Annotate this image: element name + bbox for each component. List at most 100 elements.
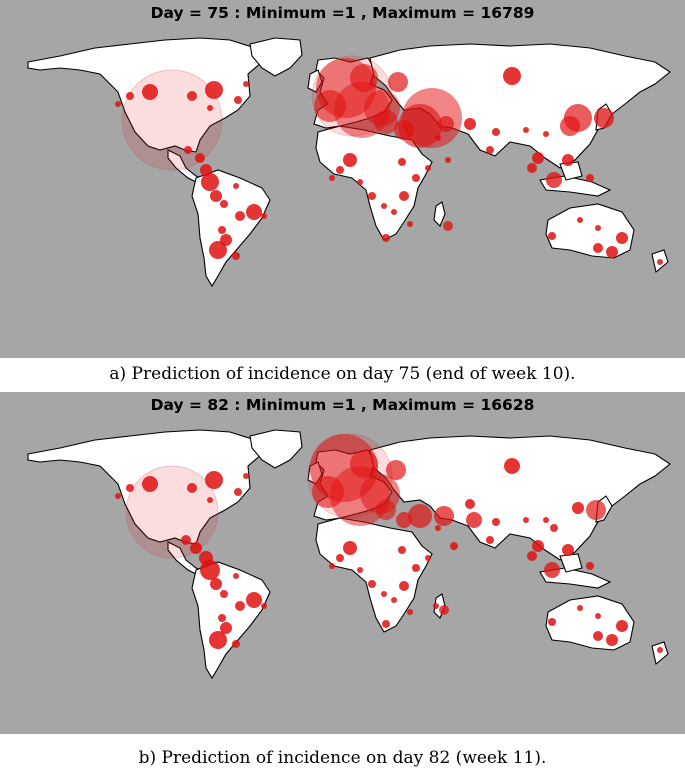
incidence-bubble — [546, 172, 562, 188]
incidence-bubble — [407, 609, 413, 615]
incidence-bubble — [562, 544, 574, 556]
incidence-bubble — [606, 246, 618, 258]
incidence-bubble — [336, 554, 344, 562]
incidence-bubble — [492, 128, 500, 136]
incidence-bubble — [586, 500, 606, 520]
incidence-bubble — [445, 157, 451, 163]
incidence-bubble — [382, 234, 390, 242]
landmass-asia — [369, 435, 671, 561]
incidence-bubble — [125, 465, 219, 559]
incidence-bubble — [210, 190, 222, 202]
incidence-bubble — [593, 631, 603, 641]
incidence-bubble — [232, 640, 240, 648]
incidence-bubble — [616, 232, 628, 244]
incidence-bubble — [399, 191, 409, 201]
incidence-bubble — [181, 535, 191, 545]
incidence-bubble — [115, 101, 121, 107]
incidence-bubble — [201, 173, 219, 191]
incidence-bubble — [220, 590, 228, 598]
incidence-bubble — [543, 517, 549, 523]
incidence-bubble — [126, 92, 134, 100]
incidence-bubble — [329, 175, 335, 181]
incidence-bubble — [218, 614, 226, 622]
caption-day-82: b) Prediction of incidence on day 82 (we… — [138, 748, 547, 768]
incidence-bubble — [586, 562, 594, 570]
incidence-bubble — [142, 84, 158, 100]
incidence-bubble — [595, 613, 601, 619]
incidence-bubble — [527, 163, 537, 173]
incidence-bubble — [381, 203, 387, 209]
incidence-bubble — [434, 506, 454, 526]
incidence-bubble — [218, 226, 226, 234]
incidence-bubble — [209, 631, 227, 649]
incidence-bubble — [532, 540, 544, 552]
incidence-bubble — [232, 252, 240, 260]
map-panel-day-82: Day = 82 : Minimum =1 , Maximum = 16628 — [0, 392, 685, 734]
incidence-bubble — [572, 502, 584, 514]
incidence-bubble — [343, 541, 357, 555]
incidence-bubble — [407, 221, 413, 227]
incidence-bubble — [523, 127, 529, 133]
map-panel-day-75: Day = 75 : Minimum =1 , Maximum = 16789 — [0, 0, 685, 358]
incidence-bubble — [207, 105, 213, 111]
incidence-bubble — [350, 450, 378, 478]
incidence-bubble — [220, 622, 232, 634]
incidence-bubble — [200, 560, 220, 580]
landmass-south-america — [191, 561, 271, 680]
landmass-australia — [545, 203, 635, 259]
incidence-bubble — [595, 225, 601, 231]
incidence-bubble — [425, 555, 431, 561]
landmass-greenland — [249, 429, 303, 469]
incidence-bubble — [486, 536, 494, 544]
incidence-bubble — [386, 460, 406, 480]
incidence-bubble — [438, 116, 454, 132]
incidence-bubble — [398, 546, 406, 554]
incidence-bubble — [207, 497, 213, 503]
incidence-bubble — [382, 620, 390, 628]
incidence-bubble — [543, 131, 549, 137]
incidence-bubble — [190, 542, 202, 554]
incidence-bubble — [350, 64, 378, 92]
incidence-bubble — [527, 551, 537, 561]
incidence-bubble — [544, 562, 560, 578]
incidence-bubble — [492, 518, 500, 526]
incidence-bubble — [329, 563, 335, 569]
incidence-bubble — [586, 174, 594, 182]
incidence-bubble — [394, 120, 414, 140]
incidence-bubble — [391, 597, 397, 603]
incidence-bubble — [261, 213, 267, 219]
incidence-bubble — [233, 183, 239, 189]
incidence-bubble — [246, 592, 262, 608]
incidence-bubble — [593, 243, 603, 253]
incidence-bubble — [343, 153, 357, 167]
caption-day-75: a) Prediction of incidence on day 75 (en… — [109, 364, 576, 384]
incidence-bubble — [606, 634, 618, 646]
incidence-bubble — [532, 152, 544, 164]
incidence-bubble — [657, 647, 663, 653]
incidence-bubble — [142, 476, 158, 492]
landmass-borneo — [559, 553, 583, 573]
incidence-bubble — [235, 211, 245, 221]
incidence-bubble — [439, 605, 449, 615]
world-map-day-75 — [27, 37, 671, 288]
incidence-bubble — [435, 525, 441, 531]
incidence-bubble — [234, 96, 242, 104]
incidence-bubble — [187, 91, 197, 101]
incidence-bubble — [246, 204, 262, 220]
incidence-bubble — [486, 146, 494, 154]
incidence-bubble — [209, 241, 227, 259]
incidence-bubble — [376, 500, 396, 520]
incidence-bubble — [412, 564, 420, 572]
incidence-bubble — [402, 88, 462, 148]
incidence-bubble — [126, 484, 134, 492]
incidence-bubble — [184, 146, 192, 154]
incidence-bubble — [560, 116, 580, 136]
incidence-bubble — [220, 200, 228, 208]
world-map-day-82 — [27, 429, 671, 680]
incidence-bubble — [577, 217, 583, 223]
incidence-bubble — [205, 81, 223, 99]
incidence-bubble — [594, 108, 614, 128]
incidence-bubble — [368, 580, 376, 588]
incidence-bubble — [425, 165, 431, 171]
incidence-bubble — [243, 473, 249, 479]
